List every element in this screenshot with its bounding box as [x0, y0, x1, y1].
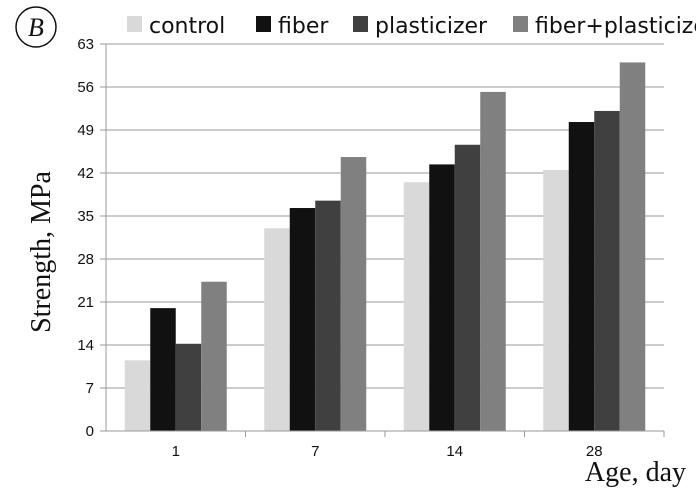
y-tick-label: 28	[77, 251, 94, 268]
bar-control-day-28	[543, 169, 569, 431]
legend: control fiber plasticizer fiber+plasticizer	[127, 14, 696, 39]
bar-fiber-plasticizer-day-7	[340, 157, 367, 431]
legend-label: plasticizer	[375, 14, 488, 39]
x-tick-label: 1	[172, 443, 180, 460]
bar-plasticizer-day-1	[175, 343, 202, 431]
x-tick-label: 7	[311, 443, 319, 460]
bar-fiber-plasticizer-day-14	[480, 91, 506, 432]
x-axis-ticks: 1 7 14 28	[172, 431, 665, 460]
x-tick-label: 14	[446, 443, 463, 460]
bars	[124, 62, 646, 432]
bar-control-day-7	[264, 228, 290, 431]
legend-label: fiber	[278, 14, 329, 39]
bar-control-day-14	[403, 182, 430, 431]
y-axis-ticks: 0 7 14 21 28 35 42 49 56 63	[77, 36, 106, 440]
bar-fiber-day-1	[150, 308, 176, 431]
y-tick-label: 63	[77, 36, 94, 53]
y-axis-title: Strength, MPa	[26, 171, 57, 333]
panel-label-circle	[15, 6, 57, 48]
legend-swatch	[127, 16, 142, 32]
y-tick-label: 0	[86, 423, 94, 440]
bar-plasticizer-day-28	[594, 110, 620, 431]
bar-fiber-day-14	[429, 164, 455, 431]
legend-swatch	[353, 16, 368, 32]
y-tick-label: 35	[77, 208, 94, 225]
y-tick-label: 7	[86, 380, 94, 397]
bar-fiber-plasticizer-day-1	[201, 281, 227, 431]
y-tick-label: 14	[77, 337, 94, 354]
x-axis-title: Age, day	[585, 457, 686, 488]
y-tick-label: 49	[77, 122, 94, 139]
bar-plasticizer-day-7	[315, 200, 341, 431]
bar-control-day-1	[124, 360, 151, 431]
y-tick-label: 56	[77, 79, 94, 96]
legend-swatch	[513, 16, 528, 32]
panel-label-text: B	[28, 13, 44, 42]
bar-fiber-plasticizer-day-28	[619, 62, 646, 432]
bar-fiber-day-7	[289, 208, 316, 431]
panel-label: B	[15, 6, 57, 48]
legend-label: fiber+plasticizer	[535, 14, 696, 39]
x-tick-label: 28	[586, 443, 603, 460]
bar-fiber-day-28	[568, 122, 595, 431]
y-tick-label: 42	[77, 165, 94, 182]
y-tick-label: 21	[77, 294, 94, 311]
legend-swatch	[256, 16, 271, 32]
legend-label: control	[149, 14, 225, 39]
bar-plasticizer-day-14	[454, 144, 481, 431]
